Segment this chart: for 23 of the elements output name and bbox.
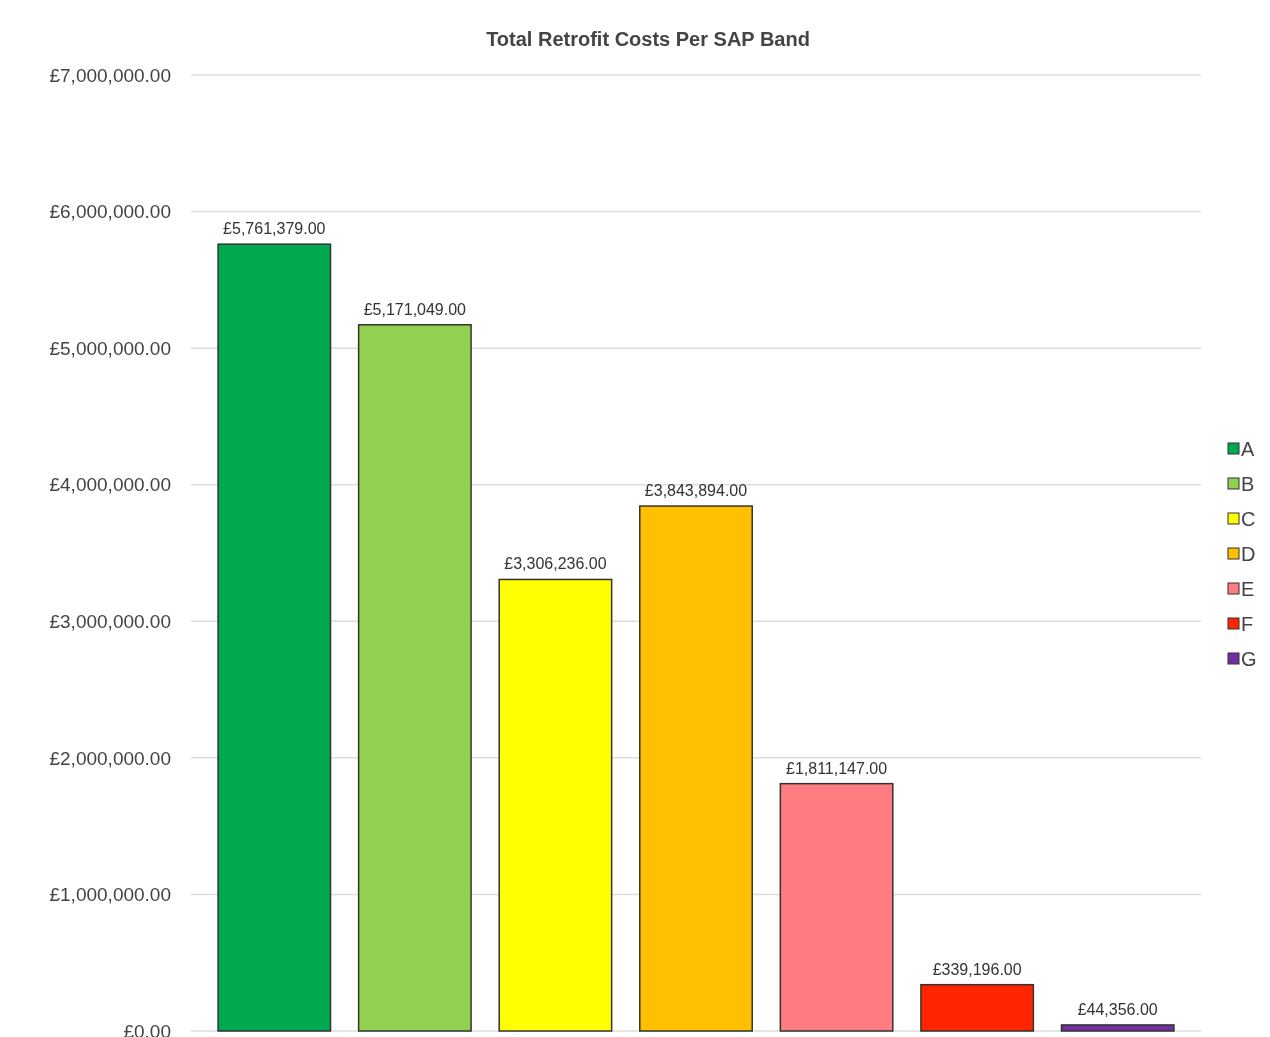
data-label: £1,811,147.00 — [786, 759, 888, 777]
legend-label: E — [1241, 578, 1255, 600]
data-label: £5,171,049.00 — [363, 300, 467, 318]
y-tick-label: £2,000,000.00 — [49, 747, 171, 769]
legend-label: F — [1241, 613, 1254, 635]
data-label: £339,196.00 — [932, 960, 1022, 978]
y-tick-label: £0.00 — [123, 1020, 171, 1037]
y-tick-label: £4,000,000.00 — [49, 474, 171, 496]
chart-title: Total Retrofit Costs Per SAP Band — [486, 28, 810, 50]
y-tick-label: £7,000,000.00 — [49, 64, 171, 86]
legend-label: D — [1241, 543, 1256, 565]
y-tick-label: £3,000,000.00 — [49, 610, 171, 632]
data-label: £44,356.00 — [1077, 1000, 1158, 1018]
legend-label: B — [1241, 473, 1255, 495]
y-tick-label: £6,000,000.00 — [49, 201, 171, 223]
legend-label: G — [1241, 648, 1257, 670]
y-tick-label: £5,000,000.00 — [49, 337, 171, 359]
data-label: £3,306,236.00 — [504, 555, 607, 573]
data-label: £3,843,894.00 — [644, 482, 748, 500]
legend-label: C — [1241, 508, 1256, 530]
data-label: £5,761,379.00 — [223, 220, 326, 238]
legend-label: A — [1241, 438, 1255, 460]
y-tick-label: £1,000,000.00 — [49, 884, 171, 906]
